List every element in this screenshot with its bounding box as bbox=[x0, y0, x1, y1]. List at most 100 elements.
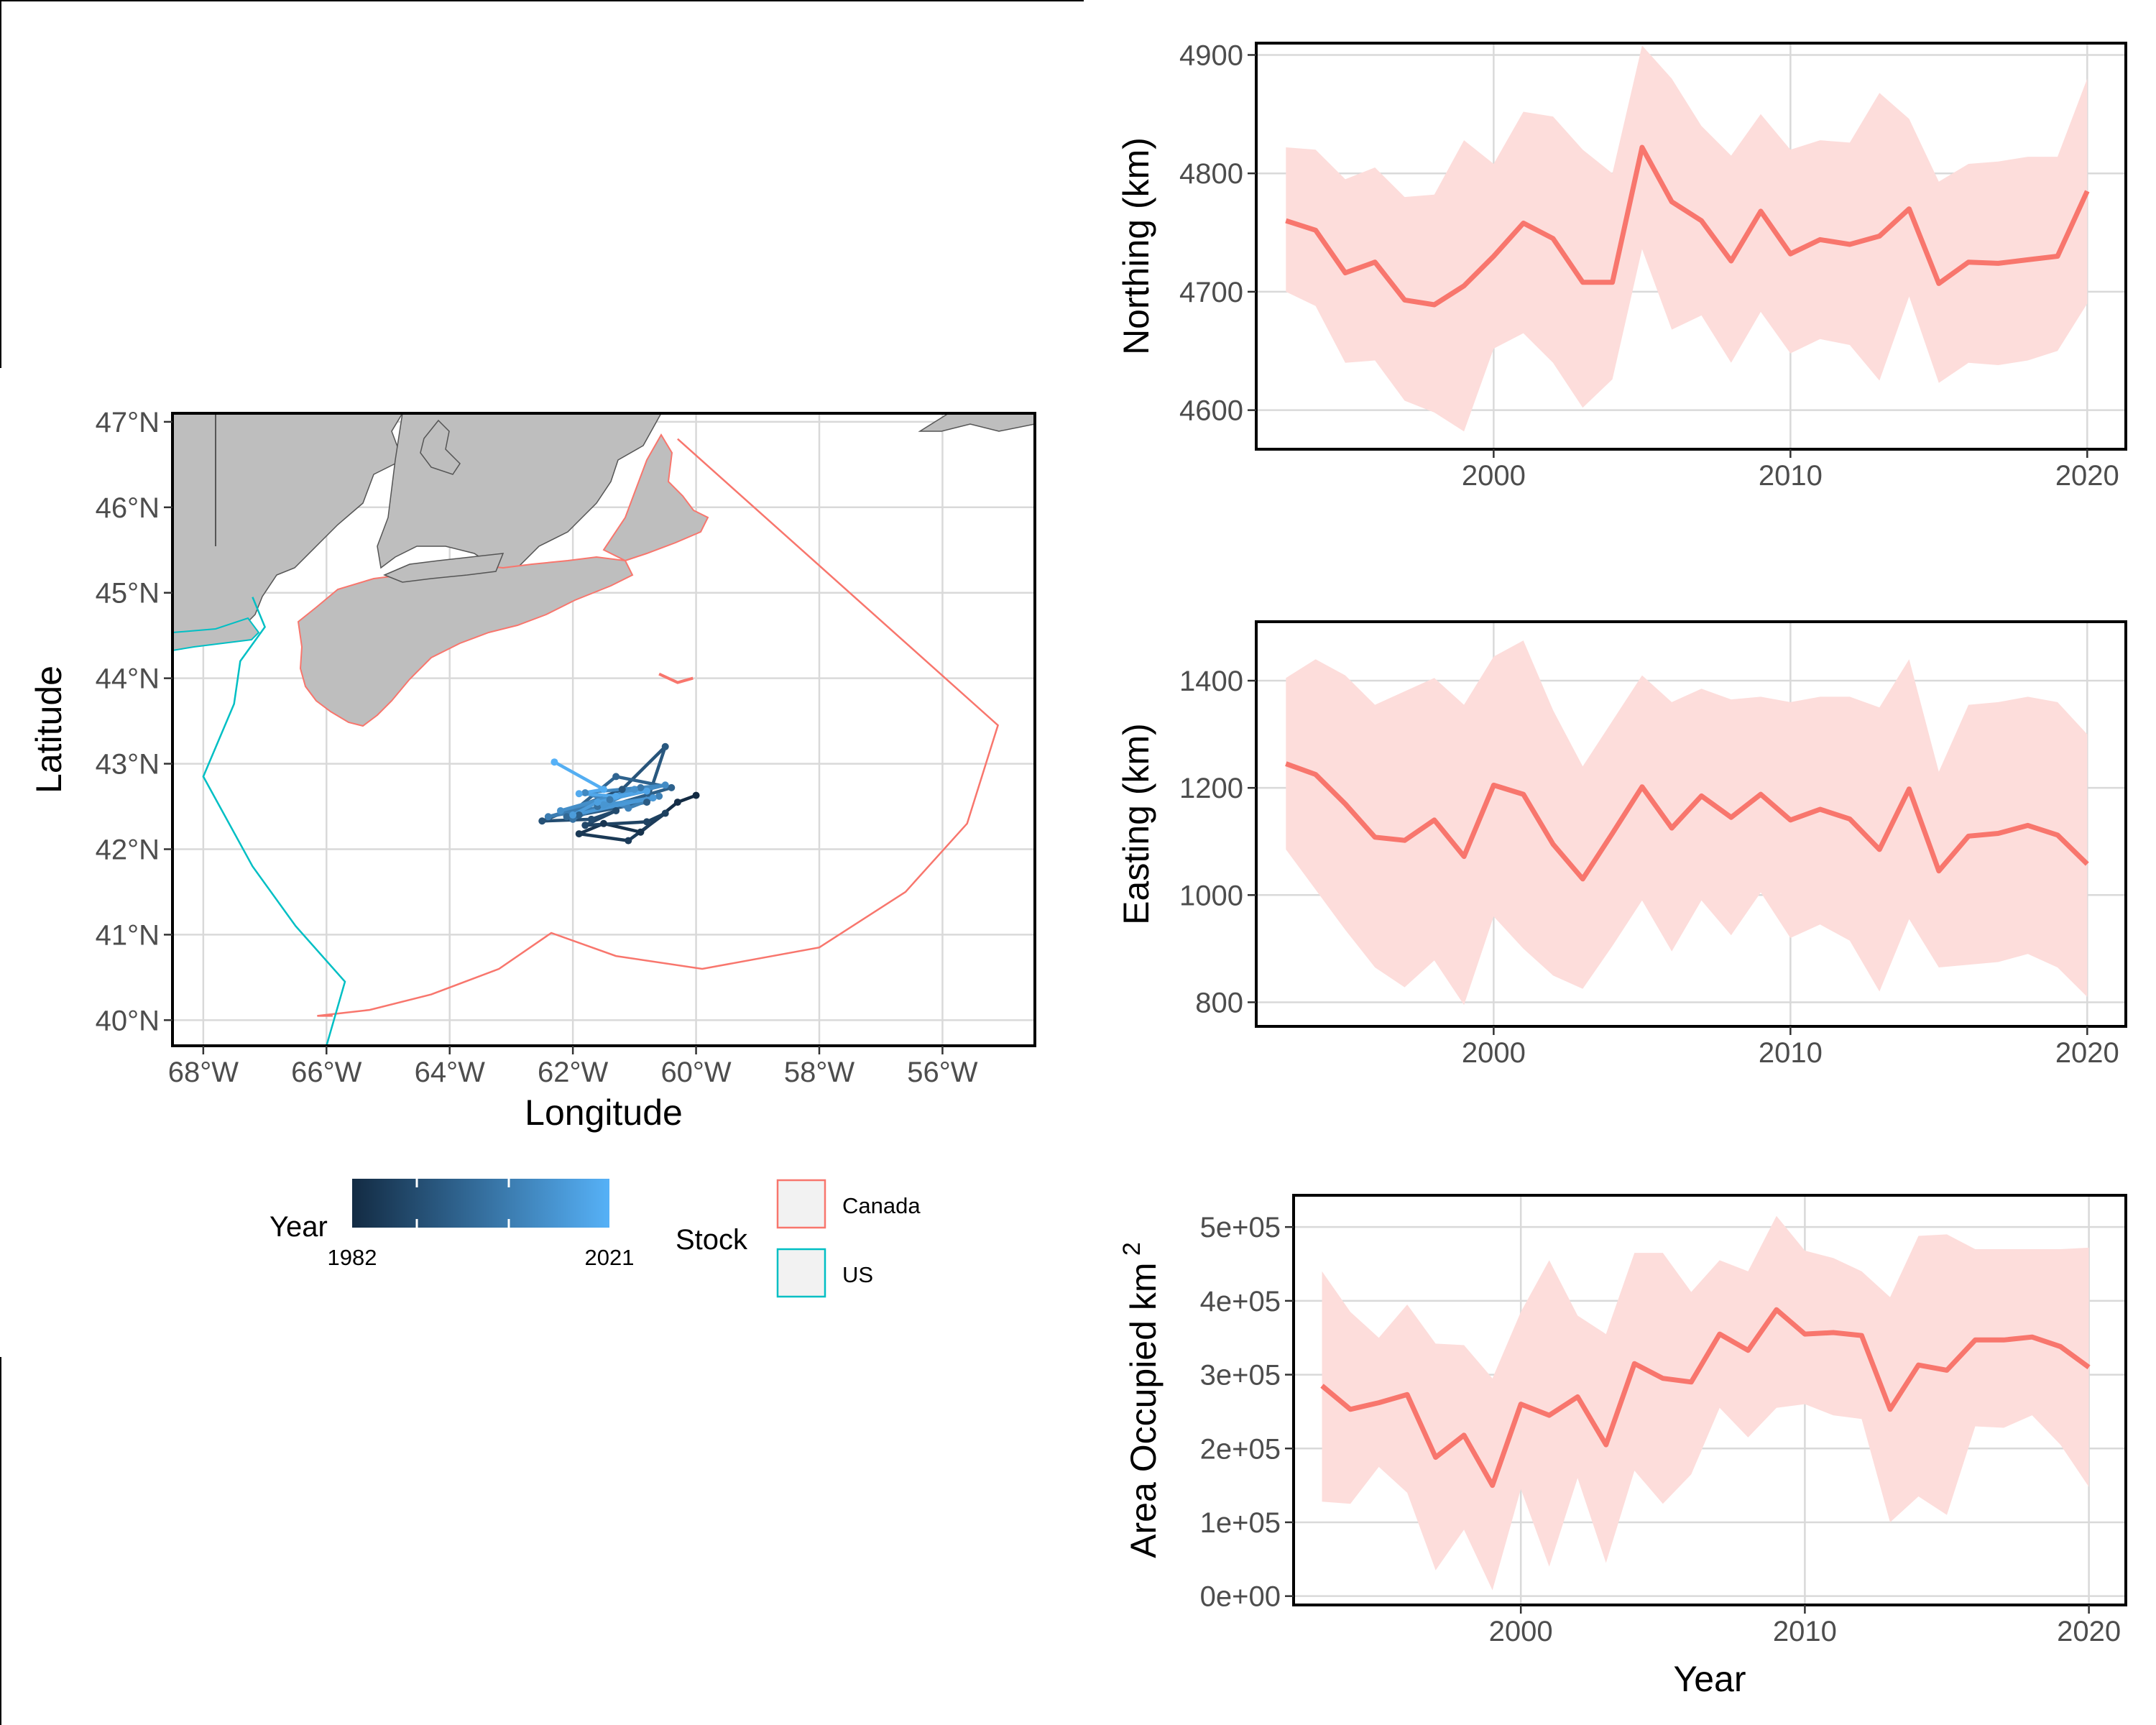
map-xtick-label-0: 68°W bbox=[168, 1057, 239, 1088]
legend-year-colorbar bbox=[352, 1179, 609, 1228]
track-point-1989 bbox=[643, 818, 650, 826]
track-point-2020 bbox=[600, 786, 607, 794]
track-point-1985 bbox=[600, 819, 607, 827]
track-point-1998 bbox=[668, 783, 676, 791]
track-segment-1991 bbox=[589, 809, 618, 822]
northing-xtick-label-0: 2000 bbox=[1462, 460, 1526, 492]
track-point-1994 bbox=[618, 786, 626, 794]
map-plot-border bbox=[171, 412, 1036, 1047]
area-ytick-label-4: 4e+05 bbox=[1200, 1286, 1281, 1317]
map-legend: Year 1982 2021 Stock Canada US bbox=[270, 1179, 921, 1298]
northing-ytick-label-1: 4700 bbox=[1179, 277, 1243, 308]
legend-us-key bbox=[776, 1248, 826, 1298]
map-panel: 68°W 66°W 64°W 62°W 60°W 58°W 56°W 40°N 41°N 42°… bbox=[29, 407, 1036, 1298]
northing-ci-band bbox=[1286, 45, 2088, 432]
track-point-2004 bbox=[637, 783, 645, 791]
track-point-1992 bbox=[587, 815, 595, 823]
canada-stock-boundary bbox=[317, 438, 1000, 1017]
easting-panel: 2000 2010 2020 800 1000 1200 1400 Easting (km) bbox=[1116, 620, 2127, 1069]
track-point-2000 bbox=[563, 813, 571, 821]
map-ytick-label-6: 46°N bbox=[96, 492, 160, 524]
map-xtick-label-5: 58°W bbox=[784, 1057, 854, 1088]
northing-ytick-label-3: 4900 bbox=[1179, 40, 1243, 71]
area-y-axis-title: Area Occupied km 2 bbox=[1118, 1242, 1164, 1558]
map-ytick-label-4: 44°N bbox=[96, 663, 160, 695]
track-point-1982 bbox=[692, 791, 700, 799]
map-ytick-label-3: 43°N bbox=[96, 749, 160, 781]
track-point-1993 bbox=[538, 817, 546, 825]
easting-y-axis-title: Easting (km) bbox=[1116, 723, 1156, 925]
area-xtick-label-2: 2020 bbox=[2057, 1616, 2121, 1647]
easting-ytick-label-0: 800 bbox=[1195, 987, 1243, 1018]
track-point-2007 bbox=[655, 792, 663, 800]
easting-xtick-label-1: 2010 bbox=[1759, 1037, 1823, 1069]
track-point-2009 bbox=[581, 789, 589, 796]
track-point-1995 bbox=[661, 742, 669, 750]
track-point-2006 bbox=[544, 813, 552, 821]
track-point-2008 bbox=[625, 804, 632, 812]
easting-xtick-label-0: 2000 bbox=[1462, 1037, 1526, 1069]
land-masses bbox=[172, 413, 1035, 727]
area-ytick-label-2: 2e+05 bbox=[1200, 1433, 1281, 1465]
track-point-2010 bbox=[661, 781, 669, 789]
track-point-2017 bbox=[643, 787, 650, 795]
easting-plot-border bbox=[1255, 620, 2127, 1028]
us-stock-boundary bbox=[202, 597, 346, 1046]
track-point-1991 bbox=[612, 806, 620, 814]
area-ytick-label-5: 5e+05 bbox=[1200, 1212, 1281, 1243]
easting-xtick-label-2: 2020 bbox=[2055, 1037, 2119, 1069]
legend-canada-key bbox=[776, 1179, 826, 1229]
map-ytick-label-7: 47°N bbox=[96, 407, 160, 438]
track-segment-2020 bbox=[553, 760, 606, 791]
track-point-1984 bbox=[637, 828, 645, 836]
northing-ytick-label-2: 4800 bbox=[1179, 158, 1243, 190]
track-segment-2014 bbox=[571, 796, 655, 817]
easting-ytick-label-1: 1000 bbox=[1179, 880, 1243, 911]
easting-series-line bbox=[1285, 761, 2089, 882]
stock-boundaries bbox=[202, 438, 1000, 1046]
track-point-2019 bbox=[575, 790, 583, 798]
map-ytick-label-0: 40°N bbox=[96, 1005, 160, 1036]
area-panel: 2000 2010 2020 0e+00 1e+05 2e+05 3e+05 4e+05 5e+… bbox=[1118, 1194, 2127, 1699]
northing-plot-border bbox=[1255, 42, 2127, 451]
easting-ci-band bbox=[1286, 640, 2088, 1006]
track-point-1997 bbox=[575, 811, 583, 819]
track-point-2011 bbox=[557, 806, 564, 814]
northing-xtick-label-1: 2010 bbox=[1759, 460, 1823, 492]
legend-year-max: 2021 bbox=[585, 1245, 635, 1270]
map-ytick-label-1: 41°N bbox=[96, 919, 160, 951]
map-ytick-label-2: 42°N bbox=[96, 834, 160, 865]
map-xtick-label-6: 56°W bbox=[907, 1057, 977, 1088]
map-xtick-label-4: 60°W bbox=[660, 1057, 731, 1088]
map-y-ticks: 40°N 41°N 42°N 43°N 44°N 45°N 46°N 47°N bbox=[96, 407, 172, 1036]
area-ytick-label-1: 1e+05 bbox=[1200, 1507, 1281, 1539]
track-point-2012 bbox=[630, 786, 638, 794]
map-xtick-label-2: 64°W bbox=[415, 1057, 485, 1088]
track-point-2018 bbox=[612, 792, 620, 800]
area-ci-band bbox=[1322, 1215, 2089, 1591]
area-xtick-label-1: 2010 bbox=[1773, 1616, 1837, 1647]
area-x-axis-title: Year bbox=[1673, 1659, 1746, 1699]
legend-year-min: 1982 bbox=[328, 1245, 377, 1270]
area-series-line bbox=[1320, 1307, 2091, 1489]
northing-y-axis-title: Northing (km) bbox=[1116, 137, 1156, 355]
map-ytick-label-5: 45°N bbox=[96, 578, 160, 610]
legend-canada-label: Canada bbox=[842, 1193, 921, 1218]
track-point-2013 bbox=[600, 801, 607, 809]
area-plot-border bbox=[1292, 1194, 2127, 1606]
track-point-1986 bbox=[575, 830, 583, 838]
easting-ytick-label-2: 1200 bbox=[1179, 773, 1243, 804]
map-y-axis-title: Latitude bbox=[29, 666, 69, 794]
track-point-1988 bbox=[661, 809, 669, 817]
area-xtick-label-0: 2000 bbox=[1489, 1616, 1553, 1647]
map-x-ticks: 68°W 66°W 64°W 62°W 60°W 58°W 56°W bbox=[168, 1046, 978, 1088]
map-xtick-label-1: 66°W bbox=[291, 1057, 361, 1088]
track-point-2005 bbox=[606, 796, 614, 804]
legend-us-label: US bbox=[842, 1262, 873, 1287]
canada-boundary-arc bbox=[658, 672, 694, 684]
track-point-1990 bbox=[581, 822, 589, 829]
area-ytick-label-3: 3e+05 bbox=[1200, 1360, 1281, 1392]
track-segment-2017 bbox=[614, 789, 649, 799]
legend-year-title: Year bbox=[270, 1211, 328, 1243]
